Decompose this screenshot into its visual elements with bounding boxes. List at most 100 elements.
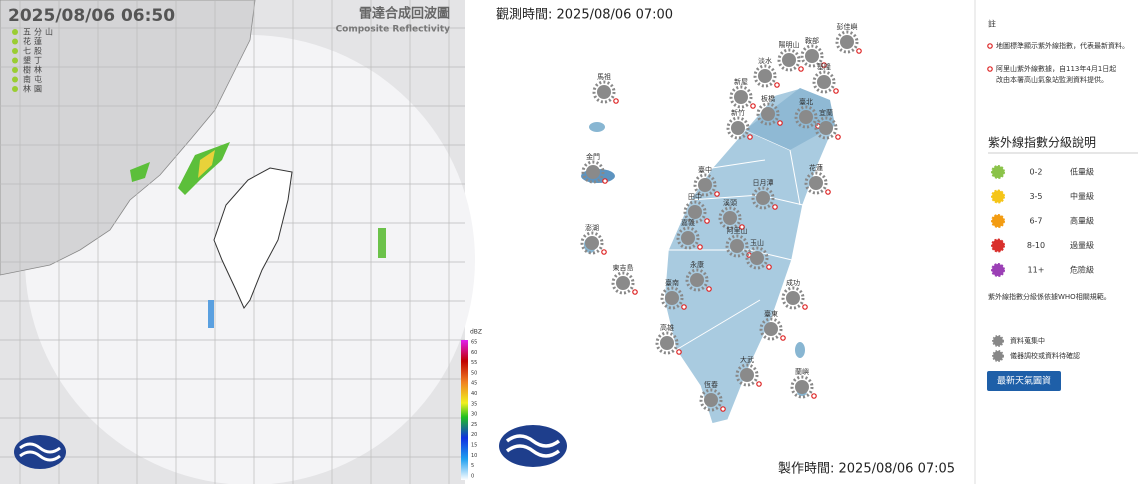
- uv-icon-ray: [685, 268, 709, 292]
- latest-button-label[interactable]: 最新天氣圖資: [997, 375, 1051, 387]
- uv-icon: [805, 49, 819, 63]
- level-label: 低量級: [1070, 167, 1094, 177]
- scale-label: 35: [471, 401, 477, 407]
- station-marker: [774, 82, 780, 88]
- uv-icon: [817, 75, 831, 89]
- station-name: 鞍部: [805, 36, 819, 45]
- station-marker: [720, 406, 726, 412]
- scale-label: 25: [471, 422, 477, 428]
- station-name: 臺南: [665, 278, 679, 287]
- uv-icon-ray: [693, 173, 717, 197]
- uv-icon: [597, 85, 611, 99]
- uv-icon: [690, 273, 704, 287]
- station-name: 高雄: [660, 323, 674, 332]
- station-name: 大武: [740, 355, 754, 364]
- station-marker: [856, 48, 862, 54]
- station-marker: [811, 393, 817, 399]
- station-marker: [798, 66, 804, 72]
- level-range: 0-2: [1029, 168, 1042, 177]
- uv-icon-ray: [800, 44, 824, 68]
- logo: [499, 425, 567, 467]
- scale-label: 60: [471, 350, 477, 356]
- scale-label: 20: [471, 432, 477, 438]
- station-marker: [747, 134, 753, 140]
- uv-icon-ray: [804, 171, 828, 195]
- uv-icon-ray: [812, 70, 836, 94]
- scale-label: 5: [471, 463, 474, 469]
- uv-icon: [799, 110, 813, 124]
- station-dot: [12, 57, 18, 64]
- level-range: 8-10: [1027, 241, 1045, 250]
- produced-time: 製作時間: 2025/08/06 07:05: [778, 462, 955, 477]
- station-name: 基隆: [817, 62, 831, 71]
- level-label: 高量級: [1070, 216, 1094, 226]
- radar-time: 2025/08/06 06:50: [8, 6, 175, 26]
- station-marker: [697, 244, 703, 250]
- note-text: 地圖標準顯示紫外線指數，代表最新資料。: [996, 41, 1129, 50]
- station-marker: [835, 134, 841, 140]
- uv-icon: [688, 205, 702, 219]
- uv-icon: [761, 107, 775, 121]
- level-icon: [991, 214, 1005, 228]
- station-dot: [12, 86, 18, 92]
- uv-icon-ray: [699, 388, 723, 412]
- station-marker: [714, 191, 720, 197]
- station-name: 花蓮: [23, 36, 45, 46]
- radar-title: 雷達合成回波圖: [359, 6, 450, 22]
- station-name: 新屋: [734, 77, 748, 86]
- station-name: 永康: [690, 260, 704, 269]
- station-name: 新竹: [731, 108, 745, 117]
- uv-icon-ray: [790, 375, 814, 399]
- uv-icon: [809, 176, 823, 190]
- station-name: 蘭嶼: [795, 367, 809, 376]
- station-dot: [12, 67, 18, 73]
- station-marker: [681, 304, 687, 310]
- scale-unit: dBZ: [470, 329, 482, 336]
- level-icon: [991, 263, 1005, 277]
- uv-icon: [585, 236, 599, 250]
- scale-label: 55: [471, 360, 477, 366]
- note-bullet: [987, 66, 993, 72]
- uv-icon-ray: [751, 186, 775, 210]
- level-icon: [991, 165, 1005, 179]
- uv-icon-ray: [735, 363, 759, 387]
- echo: [378, 228, 386, 258]
- note-bullet: [987, 43, 993, 49]
- station-name: 日月潭: [753, 178, 774, 187]
- note-title: 註: [988, 19, 996, 29]
- uv-icon: [665, 291, 679, 305]
- station-marker: [750, 103, 756, 109]
- station-name: 板橋: [761, 94, 775, 103]
- station-name: 嘉義: [681, 218, 695, 227]
- uv-icon: [681, 231, 695, 245]
- station-marker: [706, 286, 712, 292]
- uv-icon-ray: [745, 246, 769, 270]
- uv-icon-ray: [729, 85, 753, 109]
- uv-icon-ray: [581, 160, 605, 184]
- uv-icon-ray: [777, 48, 801, 72]
- station-marker: [780, 335, 786, 341]
- uv-icon-ray: [725, 234, 749, 258]
- scale-label: 15: [471, 443, 477, 449]
- uv-icon-ray: [726, 116, 750, 140]
- uv-icon-ray: [794, 105, 818, 129]
- uv-icon: [782, 53, 796, 67]
- radar-subtitle: Composite Reflectivity: [336, 25, 451, 35]
- latest-button[interactable]: [987, 371, 1061, 391]
- echo: [130, 162, 150, 182]
- uv-icon: [750, 251, 764, 265]
- station-marker: [602, 178, 608, 184]
- station-name: 玉山: [750, 238, 764, 247]
- station-name: 五分山: [23, 27, 56, 37]
- station-marker: [632, 289, 638, 295]
- uv-icon: [730, 239, 744, 253]
- uv-icon: [764, 322, 778, 336]
- station-name: 陽明山: [779, 40, 800, 49]
- level-label: 過量級: [1070, 240, 1094, 250]
- scale-label: 65: [471, 340, 477, 346]
- station-name: 成功: [786, 278, 800, 287]
- uv-icon: [734, 90, 748, 104]
- station-marker: [766, 264, 772, 270]
- uv-icon: [840, 35, 854, 49]
